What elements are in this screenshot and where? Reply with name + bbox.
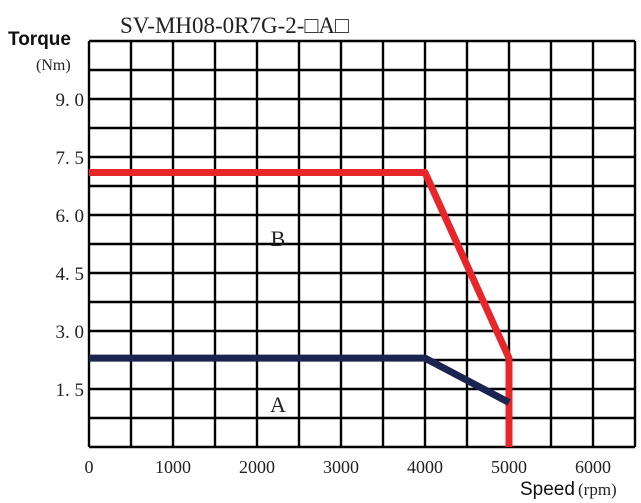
y-tick-label: 1. 5	[56, 380, 85, 401]
chart-series	[89, 169, 513, 447]
y-tick-label: 9. 0	[56, 90, 85, 111]
region-labels: BA	[270, 226, 286, 417]
series-line-a	[89, 354, 511, 406]
y-axis-unit: (Nm)	[36, 57, 71, 74]
y-tick-label: 6. 0	[56, 206, 85, 227]
x-axis-unit: (rpm)	[578, 480, 617, 499]
x-tick-label: 3000	[323, 457, 359, 477]
x-tick-label: 4000	[407, 457, 443, 477]
x-tick-label: 1000	[155, 457, 191, 477]
y-axis-label: Torque	[8, 29, 71, 50]
chart-title: SV-MH08-0R7G-2-□A□	[120, 13, 349, 38]
tick-labels: 0 1000 2000 3000 4000 5000 6000 1. 5 3. 0 4. 5 6. …	[56, 90, 612, 477]
y-tick-label: 4. 5	[56, 264, 85, 285]
region-label-a: A	[270, 392, 286, 417]
x-tick-label: 2000	[239, 457, 275, 477]
chart-grid	[87, 39, 637, 449]
y-tick-label: 7. 5	[56, 148, 85, 169]
x-tick-label: 6000	[575, 457, 611, 477]
x-tick-label: 0	[85, 457, 94, 477]
x-tick-label: 5000	[491, 457, 527, 477]
series-line-b	[89, 169, 513, 447]
y-tick-label: 3. 0	[56, 322, 85, 343]
x-axis-label: Speed	[520, 479, 575, 500]
region-label-b: B	[271, 226, 286, 251]
